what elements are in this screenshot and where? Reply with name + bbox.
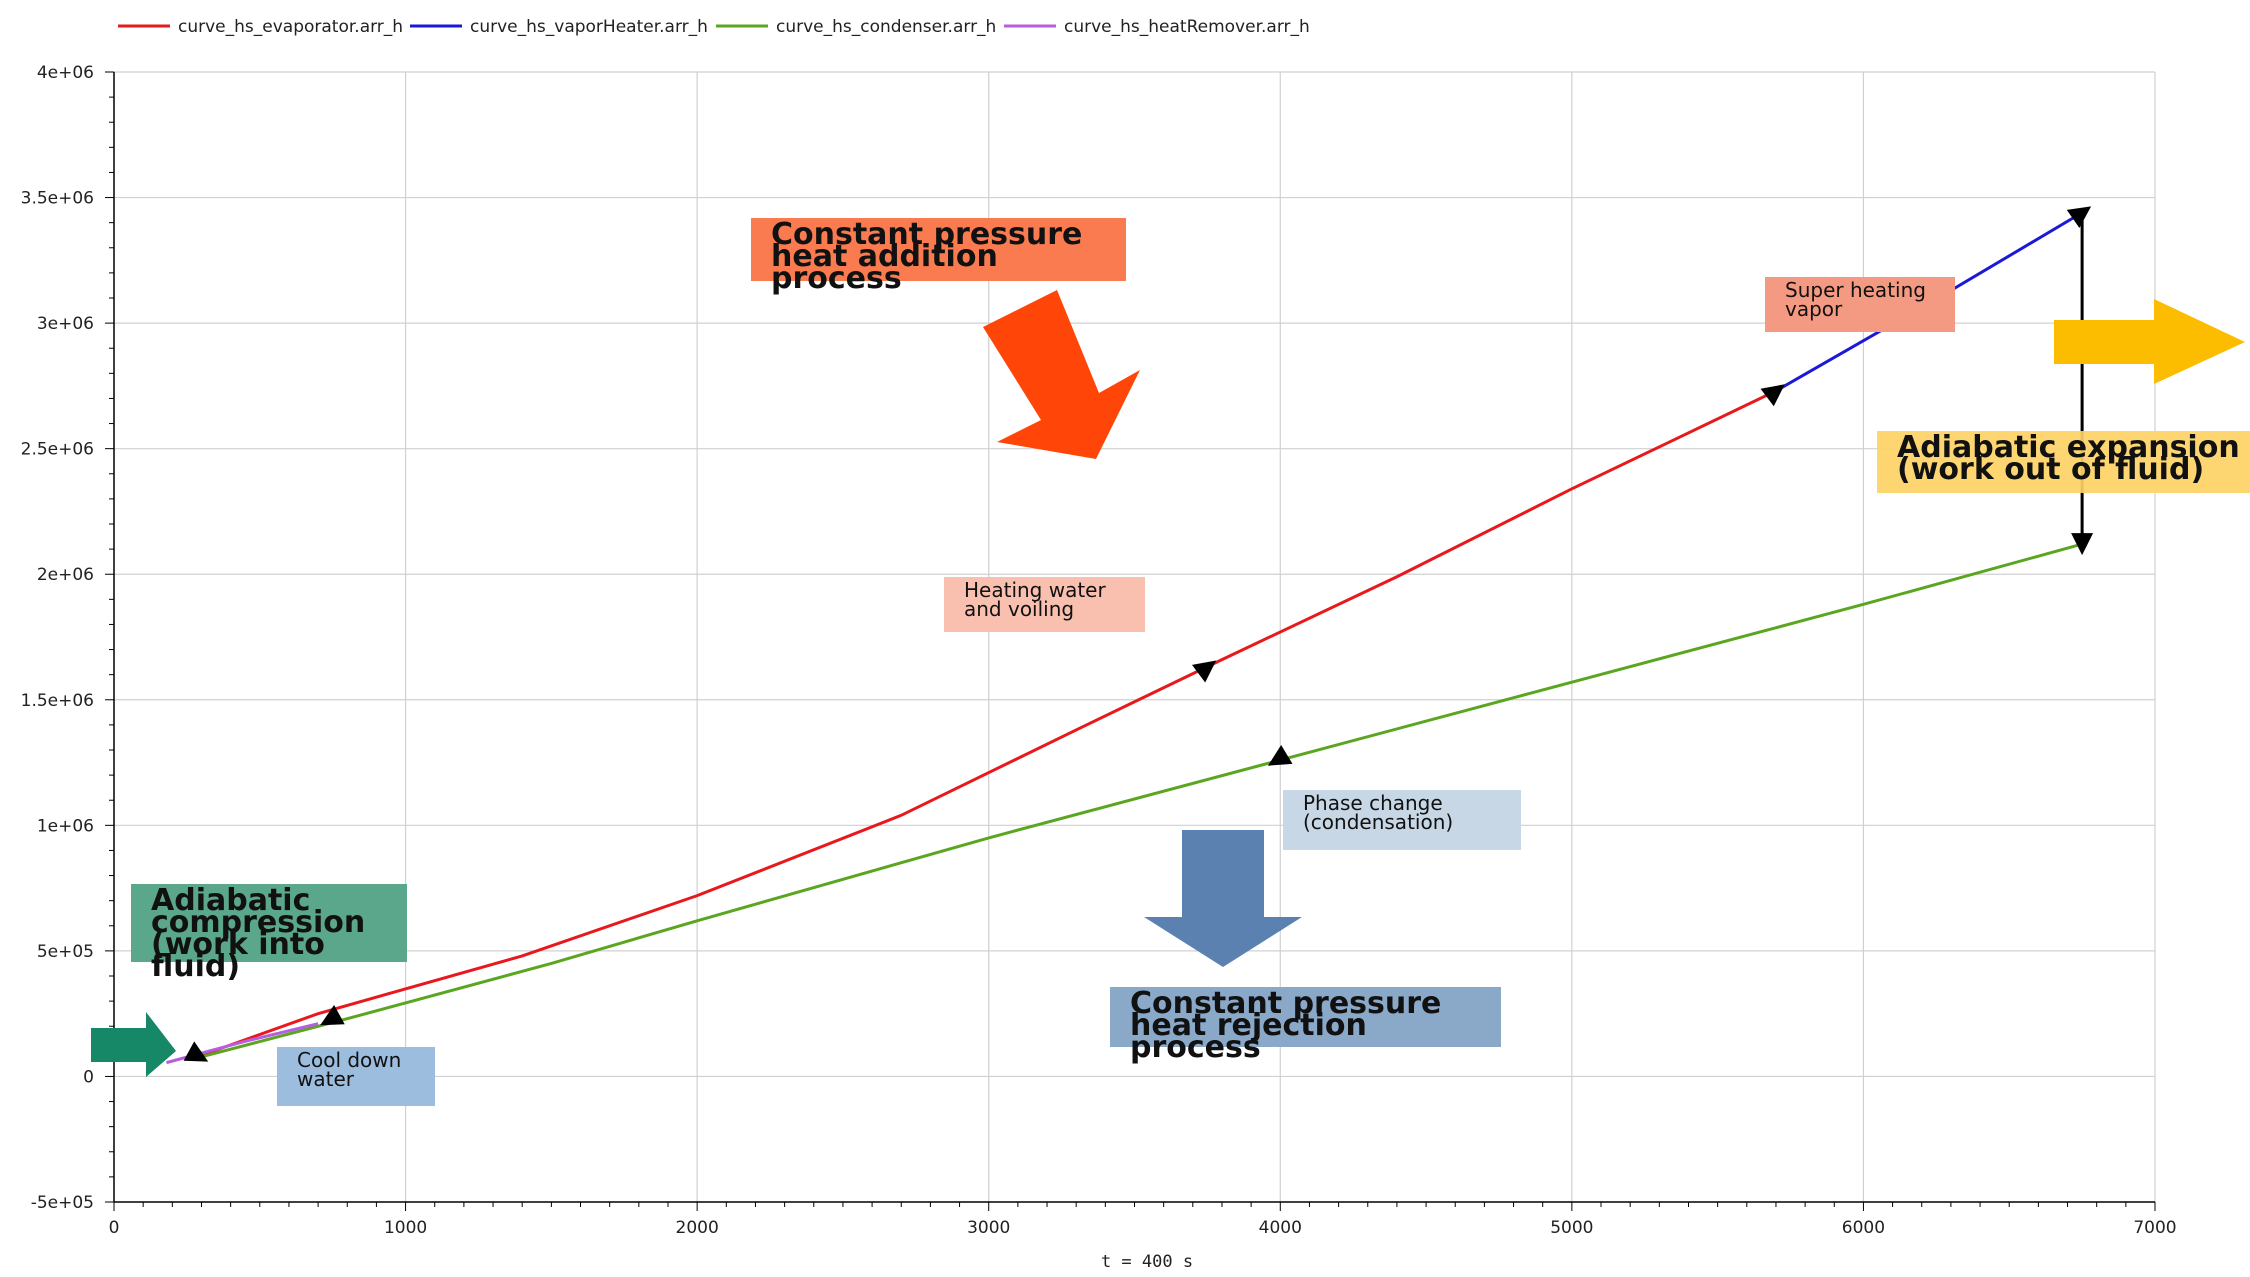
x-tick-label: 7000 xyxy=(2133,1218,2176,1238)
y-tick-label: 1e+06 xyxy=(37,816,94,836)
y-tick-label: -5e+05 xyxy=(31,1193,94,1213)
direction-arrowhead xyxy=(2071,533,2094,556)
direction-arrowhead xyxy=(183,1041,209,1062)
adiabatic-compression-label: Adiabatic compression (work into fluid) xyxy=(131,884,407,982)
y-tick-label: 4e+06 xyxy=(37,63,94,83)
cool-down-label: Cool down water xyxy=(277,1047,435,1106)
y-tick-label: 2.5e+06 xyxy=(21,440,94,460)
heat-rejection-arrow-shape xyxy=(1144,830,1302,967)
x-tick-label: 6000 xyxy=(1842,1218,1885,1238)
y-tick-label: 3e+06 xyxy=(37,314,94,334)
heat-addition-label: Constant pressure heat addition process xyxy=(751,218,1126,294)
legend: curve_hs_evaporator.arr_h curve_hs_vaporH… xyxy=(118,17,1310,37)
x-tick-label: 1000 xyxy=(384,1218,427,1238)
y-tick-label: 0 xyxy=(83,1067,94,1087)
x-tick-label: 0 xyxy=(109,1218,120,1238)
adiabatic-expansion-label: Adiabatic expansion (work out of fluid) xyxy=(1877,431,2250,493)
direction-arrowhead xyxy=(320,1005,345,1026)
heating-water-label: Heating water and voiling xyxy=(944,577,1145,632)
expansion-arrow-shape xyxy=(2054,299,2245,384)
direction-arrowhead xyxy=(1267,744,1293,766)
super-heating-label: Super heating vapor xyxy=(1765,277,1955,332)
compression-arrow-shape xyxy=(91,1012,176,1077)
axes: 0 1000 2000 3000 4000 5000 6000 7000 -5e+05 0 5e+0… xyxy=(21,63,2177,1238)
direction-arrowhead xyxy=(2066,206,2092,228)
x-tick-label: 5000 xyxy=(1550,1218,1593,1238)
heat-addition-arrow-shape xyxy=(983,290,1140,459)
heat-rejection-label: Constant pressure heat rejection process xyxy=(1110,987,1501,1063)
x-axis-label: t = 400 s xyxy=(1101,1252,1193,1272)
phase-change-label: Phase change (condensation) xyxy=(1283,790,1521,850)
direction-arrows xyxy=(183,206,2094,1062)
legend-entry: curve_hs_condenser.arr_h xyxy=(776,17,996,37)
legend-entry: curve_hs_vaporHeater.arr_h xyxy=(470,17,708,37)
direction-arrowhead xyxy=(1760,384,1785,407)
y-tick-label: 3.5e+06 xyxy=(21,189,94,209)
minor-ticks xyxy=(105,71,2156,1211)
legend-entry: curve_hs_heatRemover.arr_h xyxy=(1064,17,1310,37)
x-tick-label: 3000 xyxy=(967,1218,1010,1238)
series-line xyxy=(198,389,1777,1058)
series-lines xyxy=(166,211,2084,1065)
series-line xyxy=(198,542,2083,1060)
legend-entry: curve_hs_evaporator.arr_h xyxy=(178,17,403,37)
x-tick-label: 4000 xyxy=(1259,1218,1302,1238)
y-tick-label: 5e+05 xyxy=(37,942,94,962)
y-tick-label: 2e+06 xyxy=(37,565,94,585)
direction-arrowhead xyxy=(1191,660,1217,683)
y-tick-label: 1.5e+06 xyxy=(21,691,94,711)
x-tick-label: 2000 xyxy=(676,1218,719,1238)
